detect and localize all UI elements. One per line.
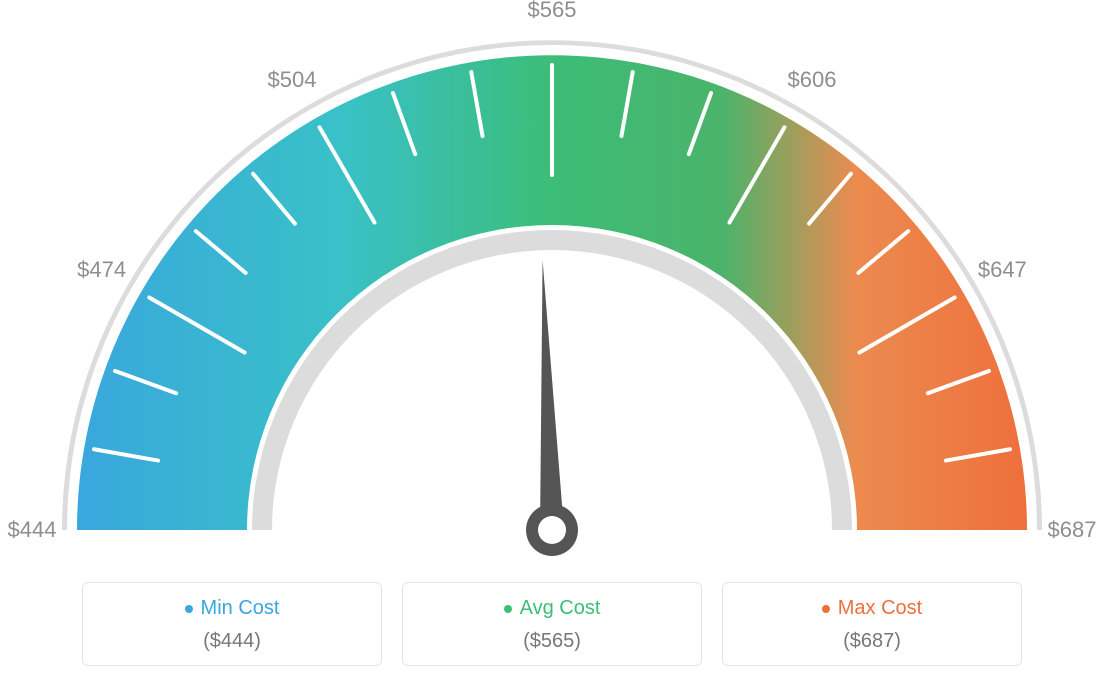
legend-dot-max	[822, 605, 830, 613]
gauge-area: $444 $474 $504 $565 $606 $647 $687	[0, 0, 1104, 580]
legend-label-avg: Avg Cost	[520, 597, 601, 620]
legend-title-max: Max Cost	[822, 597, 922, 620]
legend-value-avg: ($565)	[403, 630, 701, 653]
gauge-tick-label: $687	[1048, 517, 1097, 543]
gauge-tick-label: $606	[788, 67, 837, 93]
legend-card-max: Max Cost ($687)	[722, 582, 1022, 666]
gauge-svg	[0, 0, 1104, 580]
legend-dot-avg	[504, 605, 512, 613]
legend-title-avg: Avg Cost	[504, 597, 601, 620]
gauge-tick-label: $565	[528, 0, 577, 23]
legend-row: Min Cost ($444) Avg Cost ($565) Max Cost…	[0, 582, 1104, 666]
gauge-tick-label: $504	[268, 67, 317, 93]
cost-gauge-chart: $444 $474 $504 $565 $606 $647 $687 Min Cost ($…	[0, 0, 1104, 690]
legend-value-min: ($444)	[83, 630, 381, 653]
legend-title-min: Min Cost	[185, 597, 280, 620]
gauge-tick-label: $444	[8, 517, 57, 543]
legend-label-max: Max Cost	[838, 597, 922, 620]
legend-card-avg: Avg Cost ($565)	[402, 582, 702, 666]
gauge-tick-label: $474	[77, 257, 126, 283]
legend-dot-min	[185, 605, 193, 613]
legend-value-max: ($687)	[723, 630, 1021, 653]
legend-card-min: Min Cost ($444)	[82, 582, 382, 666]
legend-label-min: Min Cost	[201, 597, 280, 620]
gauge-tick-label: $647	[978, 257, 1027, 283]
